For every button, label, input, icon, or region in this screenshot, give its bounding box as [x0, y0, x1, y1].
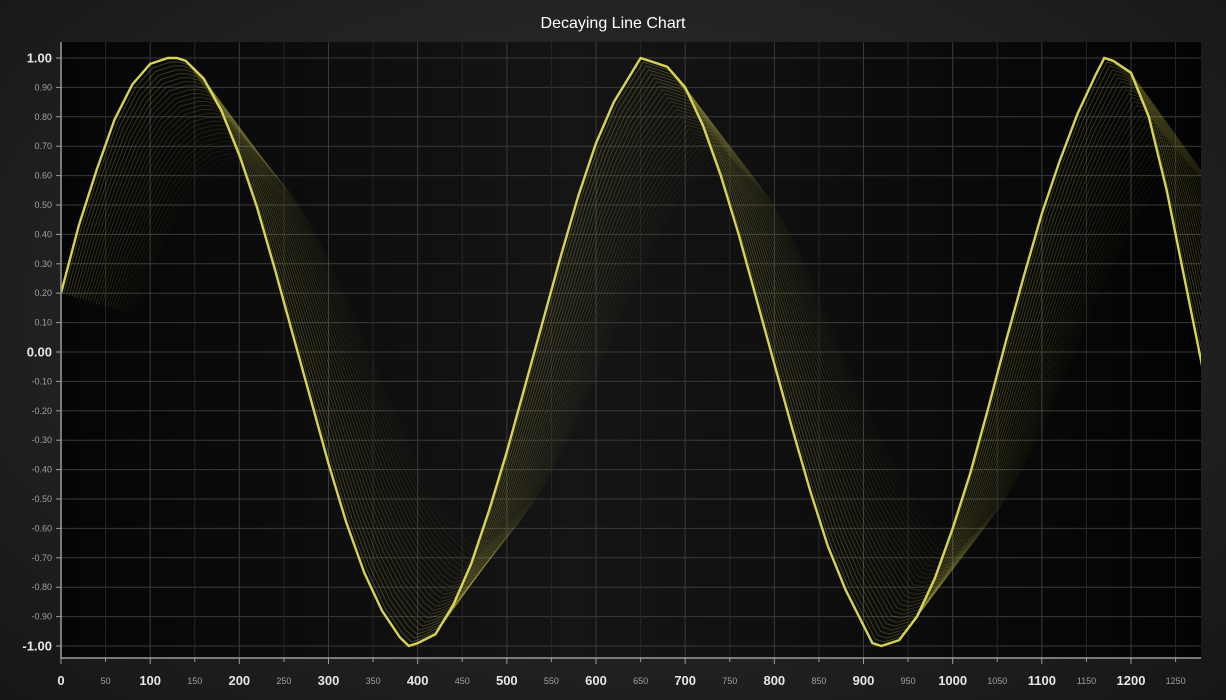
y-tick-label: 0.20: [34, 288, 52, 298]
y-tick-label: 0.00: [27, 345, 52, 360]
decay-trail-line: [130, 160, 1201, 544]
x-axis-tick-labels: 0 100 200 300 400 500 600 700 800 900 1000 1100 1200…: [57, 673, 1185, 688]
y-tick-label: -0.30: [31, 435, 52, 445]
y-tick-label: 1.00: [27, 51, 52, 66]
decay-trail-line: [128, 156, 1201, 548]
decay-trail-line: [109, 128, 1201, 576]
x-tick-label: 1200: [1117, 673, 1146, 688]
x-tick-label-minor: 150: [187, 676, 202, 686]
x-tick-label: 700: [674, 673, 696, 688]
y-tick-label: -0.40: [31, 465, 52, 475]
decay-trail-line: [76, 81, 1201, 623]
decay-trail-line: [125, 152, 1201, 552]
decay-trail-line: [68, 69, 1201, 635]
decay-trail-line: [101, 116, 1201, 588]
decay-trail-line: [117, 140, 1201, 564]
x-tick-label: 800: [763, 673, 785, 688]
y-tick-label: -0.60: [31, 523, 52, 533]
x-tick-label-minor: 550: [544, 676, 559, 686]
x-tick-label-minor: 950: [901, 676, 916, 686]
y-tick-label: 0.40: [34, 229, 52, 239]
x-tick-label: 900: [853, 673, 875, 688]
y-tick-label: -0.70: [31, 553, 52, 563]
y-tick-label: 0.90: [34, 82, 52, 92]
y-tick-label: 0.10: [34, 318, 52, 328]
decay-trail-line: [95, 108, 1201, 596]
y-tick-label: -0.80: [31, 582, 52, 592]
x-tick-label: 200: [228, 673, 250, 688]
decay-trail-line: [90, 100, 1201, 604]
decay-trail-line: [120, 144, 1201, 560]
x-tick-label: 600: [585, 673, 607, 688]
series-line: [61, 56, 1201, 648]
y-tick-label: -0.90: [31, 612, 52, 622]
x-tick-label-minor: 450: [455, 676, 470, 686]
series-layer: [61, 56, 1201, 648]
plot-area: [61, 42, 1201, 658]
decay-trail-line: [65, 65, 1201, 639]
x-tick-label-minor: 650: [633, 676, 648, 686]
y-axis-tick-labels: 1.00 0.90 0.80 0.70 0.60 0.50 0.40 0.30 0.20 0.10…: [22, 51, 52, 654]
decay-trail-line: [106, 124, 1201, 580]
x-tick-label: 100: [139, 673, 161, 688]
decay-trail-line: [103, 120, 1201, 584]
x-tick-label: 300: [318, 673, 340, 688]
x-tick-label-minor: 750: [722, 676, 737, 686]
decay-trail-line: [79, 85, 1201, 619]
x-tick-label-minor: 250: [276, 676, 291, 686]
decay-trail-line: [122, 148, 1201, 556]
y-tick-label: -0.20: [31, 406, 52, 416]
x-tick-label-minor: 850: [811, 676, 826, 686]
x-tick-label: 500: [496, 673, 518, 688]
decay-trail-line: [111, 132, 1201, 572]
chart-title: Decaying Line Chart: [541, 15, 687, 32]
decay-trail-line: [114, 136, 1201, 568]
decay-trail-line: [71, 73, 1201, 631]
y-tick-label: 0.60: [34, 171, 52, 181]
decay-trail-line: [63, 61, 1201, 643]
decay-trail-line: [82, 89, 1201, 615]
x-tick-label: 0: [57, 673, 64, 688]
y-tick-label: 0.70: [34, 141, 52, 151]
x-tick-label-minor: 350: [366, 676, 381, 686]
x-tick-label-minor: 1150: [1077, 676, 1096, 686]
decay-trail-line: [74, 77, 1201, 627]
y-tick-label: 0.80: [34, 112, 52, 122]
decay-trail-line: [98, 112, 1201, 592]
grid: [60, 42, 1201, 658]
x-tick-label-minor: 50: [101, 676, 111, 686]
x-tick-label: 1000: [938, 673, 967, 688]
decay-trail-line: [87, 97, 1201, 607]
axes: [56, 42, 1201, 664]
y-tick-label: -1.00: [22, 639, 52, 654]
x-tick-label: 400: [407, 673, 429, 688]
y-tick-label: -0.10: [31, 376, 52, 386]
decay-trail-line: [93, 104, 1201, 600]
y-tick-label: 0.30: [34, 259, 52, 269]
decay-trail-line: [84, 93, 1201, 611]
x-tick-label-minor: 1250: [1166, 676, 1186, 686]
x-tick-label-minor: 1050: [987, 676, 1007, 686]
y-tick-label: 0.50: [34, 200, 52, 210]
y-tick-label: -0.50: [31, 494, 52, 504]
x-tick-label: 1100: [1028, 673, 1056, 688]
